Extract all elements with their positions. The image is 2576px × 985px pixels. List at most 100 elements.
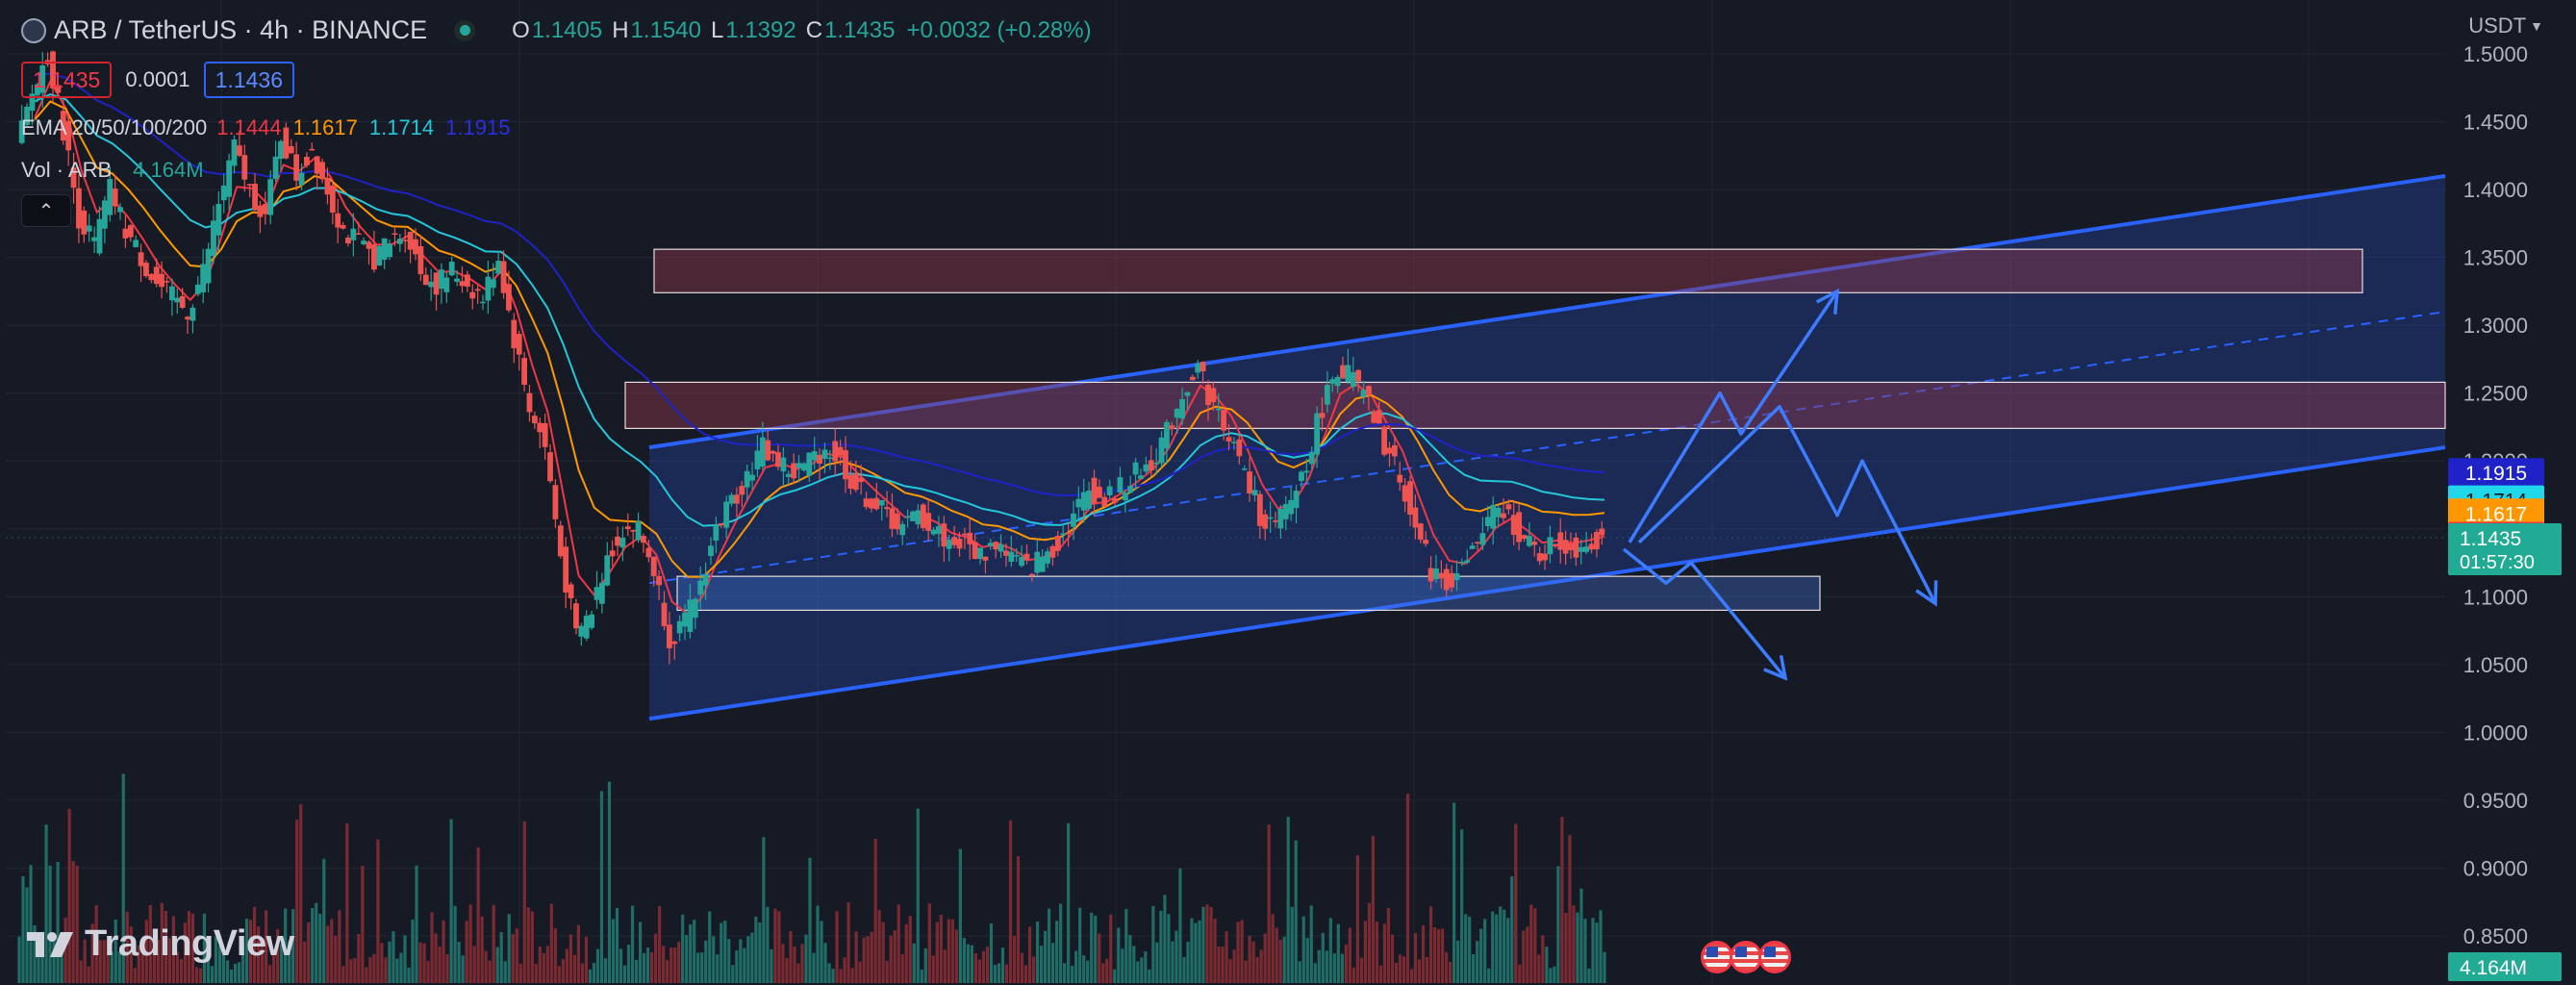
volume-bar [1163,895,1167,983]
candle-body [552,485,559,519]
candle-body [189,307,196,321]
volume-bar [704,940,708,983]
support-zone[interactable] [676,575,1821,612]
price-tick-label: 0.9000 [2463,856,2528,880]
ema-legend[interactable]: EMA 20/50/100/200 1.1444 1.1617 1.1714 1… [21,115,521,140]
candle-body [1034,551,1041,573]
us-flag-icon[interactable] [1758,941,1791,973]
volume-bar [1413,933,1418,983]
volume-bar [1405,794,1410,983]
candle-body [396,239,403,244]
sell-button[interactable]: 1.1435 [21,62,113,98]
volume-bar [954,929,958,983]
candle-body [246,184,253,186]
volume-bar [858,961,862,983]
price-tick-label: 1.4500 [2463,111,2528,135]
volume-bar [1000,947,1005,983]
resistance-zone[interactable] [624,381,2446,429]
volume-bar [284,908,288,983]
volume-bar [1059,903,1063,983]
volume-bar [248,920,253,983]
tradingview-logo[interactable]: TradingView [25,923,294,965]
candle-body [34,84,40,96]
channel-lower-line[interactable] [648,445,2446,721]
candle-body [1516,512,1523,543]
us-flag-icon[interactable] [1701,941,1733,973]
candle-body [915,510,922,525]
volume-bar [418,942,422,983]
collapse-legend-button[interactable]: ⌃ [21,194,71,227]
volume-bar [114,919,117,983]
volume-bar [808,857,812,983]
volume-bar [816,905,820,983]
volume-bar [252,906,257,983]
projection-bullish-path[interactable] [1628,290,1839,543]
us-flag-icon[interactable] [1730,941,1762,973]
projection-bearish-path[interactable] [1622,547,1787,680]
volume-legend[interactable]: Vol · ARB 4.164M [21,158,204,183]
volume-bar [642,952,646,983]
volume-bar [603,958,608,983]
brand-name: TradingView [85,923,294,964]
candle-body [1023,553,1030,561]
candle-body [506,284,512,311]
volume-bar [673,947,677,983]
candle-body [257,205,264,217]
volume-bar [681,914,685,983]
candle-body [1049,545,1056,558]
candle-body [884,507,890,510]
volume-bar [534,963,538,983]
candle-body [293,154,300,181]
resistance-zone[interactable] [653,248,2363,293]
buy-button[interactable]: 1.1436 [203,62,295,98]
candle-body [1148,460,1154,470]
projection-range-path[interactable] [1637,405,1937,605]
candle-body [76,188,82,229]
candle-body [718,522,724,526]
candle-body [775,452,781,467]
candle-body [1117,477,1124,493]
volume-bar [993,965,998,983]
volume-bar [526,907,530,983]
candle-body [376,245,383,265]
volume-bar [465,921,468,983]
volume-bar [1518,964,1522,983]
channel-upper-line[interactable] [648,173,2446,450]
price-zones[interactable] [624,248,2446,612]
candle-body [998,543,1004,552]
volume-bar [1047,908,1051,983]
volume-bar [568,934,572,983]
candle-body [578,625,585,637]
candle-body [127,225,134,238]
projection-arrows[interactable] [1622,288,1938,681]
market-status-icon[interactable] [454,19,476,41]
candle-body [1449,572,1455,588]
candle-body [739,486,745,495]
currency-selector[interactable]: USDT ▼ [2468,13,2543,38]
volume-bar [1136,961,1140,983]
candle-body [547,452,553,482]
volume-bar [1209,906,1213,983]
volume-bar [1549,968,1553,983]
candle-body [185,316,190,320]
volume-bar [1217,946,1221,983]
volume-bar [261,945,265,983]
symbol-title[interactable]: ARB / TetherUS · 4h · BINANCE [54,15,428,44]
volume-bar [117,951,121,983]
economic-events[interactable] [1701,941,1791,973]
candle-body [407,232,414,250]
candle-body [619,538,626,548]
volume-bar [1067,822,1071,983]
candle-body [847,474,854,490]
candle-body [138,252,144,266]
volume-bar [156,940,160,983]
candle-body [899,523,906,536]
volume-bar [133,968,137,983]
volume-bar [1271,914,1275,983]
volume-bar [693,920,696,983]
candle-body [1299,471,1304,482]
candle-body [1086,490,1093,509]
candle-body [910,511,916,521]
